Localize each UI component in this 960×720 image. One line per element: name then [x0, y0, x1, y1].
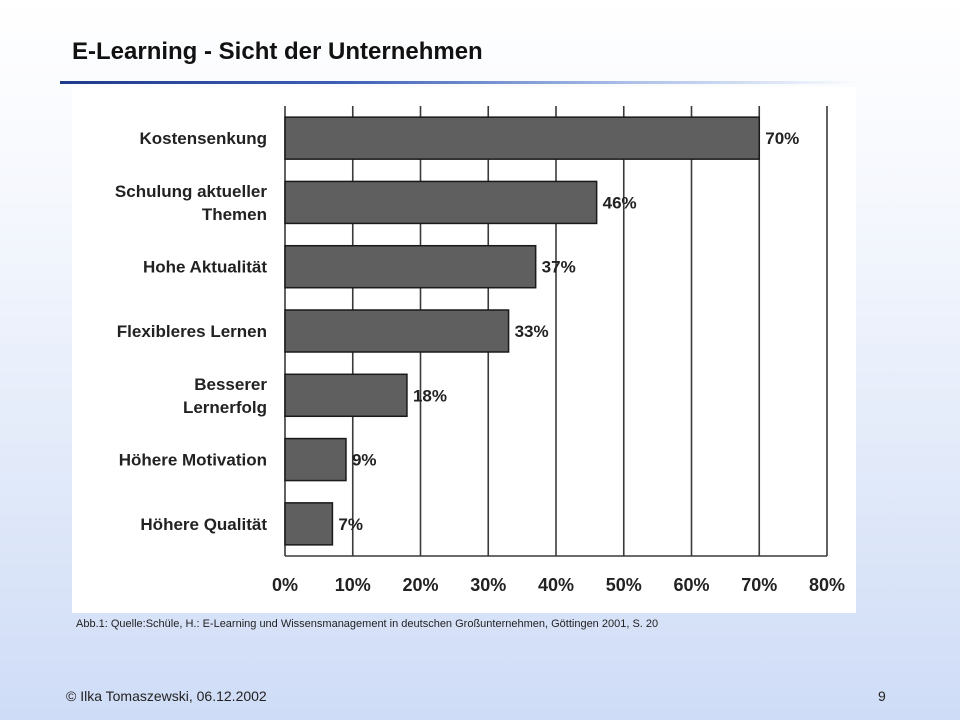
- category-label-5-0: Höhere Motivation: [119, 451, 267, 470]
- x-tick-label-3: 30%: [470, 575, 506, 595]
- category-label-1-0: Schulung aktueller: [115, 182, 267, 201]
- bar-5: [284, 437, 347, 482]
- category-label-0-0: Kostensenkung: [139, 129, 267, 148]
- value-label-5: 9%: [352, 451, 377, 470]
- bar-0: [284, 116, 760, 160]
- bar-chart: 70% Kostensenkung 46% Schulung aktueller The…: [72, 87, 856, 613]
- x-tick-label-4: 40%: [538, 575, 574, 595]
- category-label-4-0: Besserer: [194, 375, 267, 394]
- x-tick-label-2: 20%: [402, 575, 438, 595]
- x-tick-label-6: 60%: [673, 575, 709, 595]
- bar-chart-svg: 70% Kostensenkung 46% Schulung aktueller The…: [115, 106, 845, 595]
- x-tick-label-5: 50%: [606, 575, 642, 595]
- slide-title: E-Learning - Sicht der Unternehmen: [72, 38, 483, 65]
- value-label-2: 37%: [542, 258, 576, 277]
- page-number: 9: [878, 688, 886, 704]
- figure-caption: Abb.1: Quelle:Schüle, H.: E-Learning und…: [76, 618, 659, 630]
- footer-copyright: © Ilka Tomaszewski, 06.12.2002: [66, 688, 267, 704]
- bar-6: [284, 502, 334, 546]
- x-tick-label-7: 70%: [741, 575, 777, 595]
- category-label-1-1: Themen: [202, 205, 267, 224]
- x-tick-label-0: 0%: [272, 575, 298, 595]
- x-tick-label-8: 80%: [809, 575, 845, 595]
- value-label-4: 18%: [413, 386, 447, 405]
- bar-4: [284, 373, 408, 418]
- bar-1: [284, 180, 598, 225]
- category-label-2-0: Hohe Aktualität: [143, 258, 267, 277]
- value-label-0: 70%: [765, 129, 799, 148]
- bar-3: [284, 309, 510, 353]
- value-label-3: 33%: [515, 322, 549, 341]
- category-label-6-0: Höhere Qualität: [140, 515, 267, 534]
- value-label-1: 46%: [603, 193, 637, 212]
- value-label-6: 7%: [338, 515, 363, 534]
- x-tick-label-1: 10%: [335, 575, 371, 595]
- category-label-3-0: Flexibleres Lernen: [117, 322, 267, 341]
- bar-2: [284, 244, 537, 289]
- title-underline: [60, 81, 860, 84]
- category-label-4-1: Lernerfolg: [183, 398, 267, 417]
